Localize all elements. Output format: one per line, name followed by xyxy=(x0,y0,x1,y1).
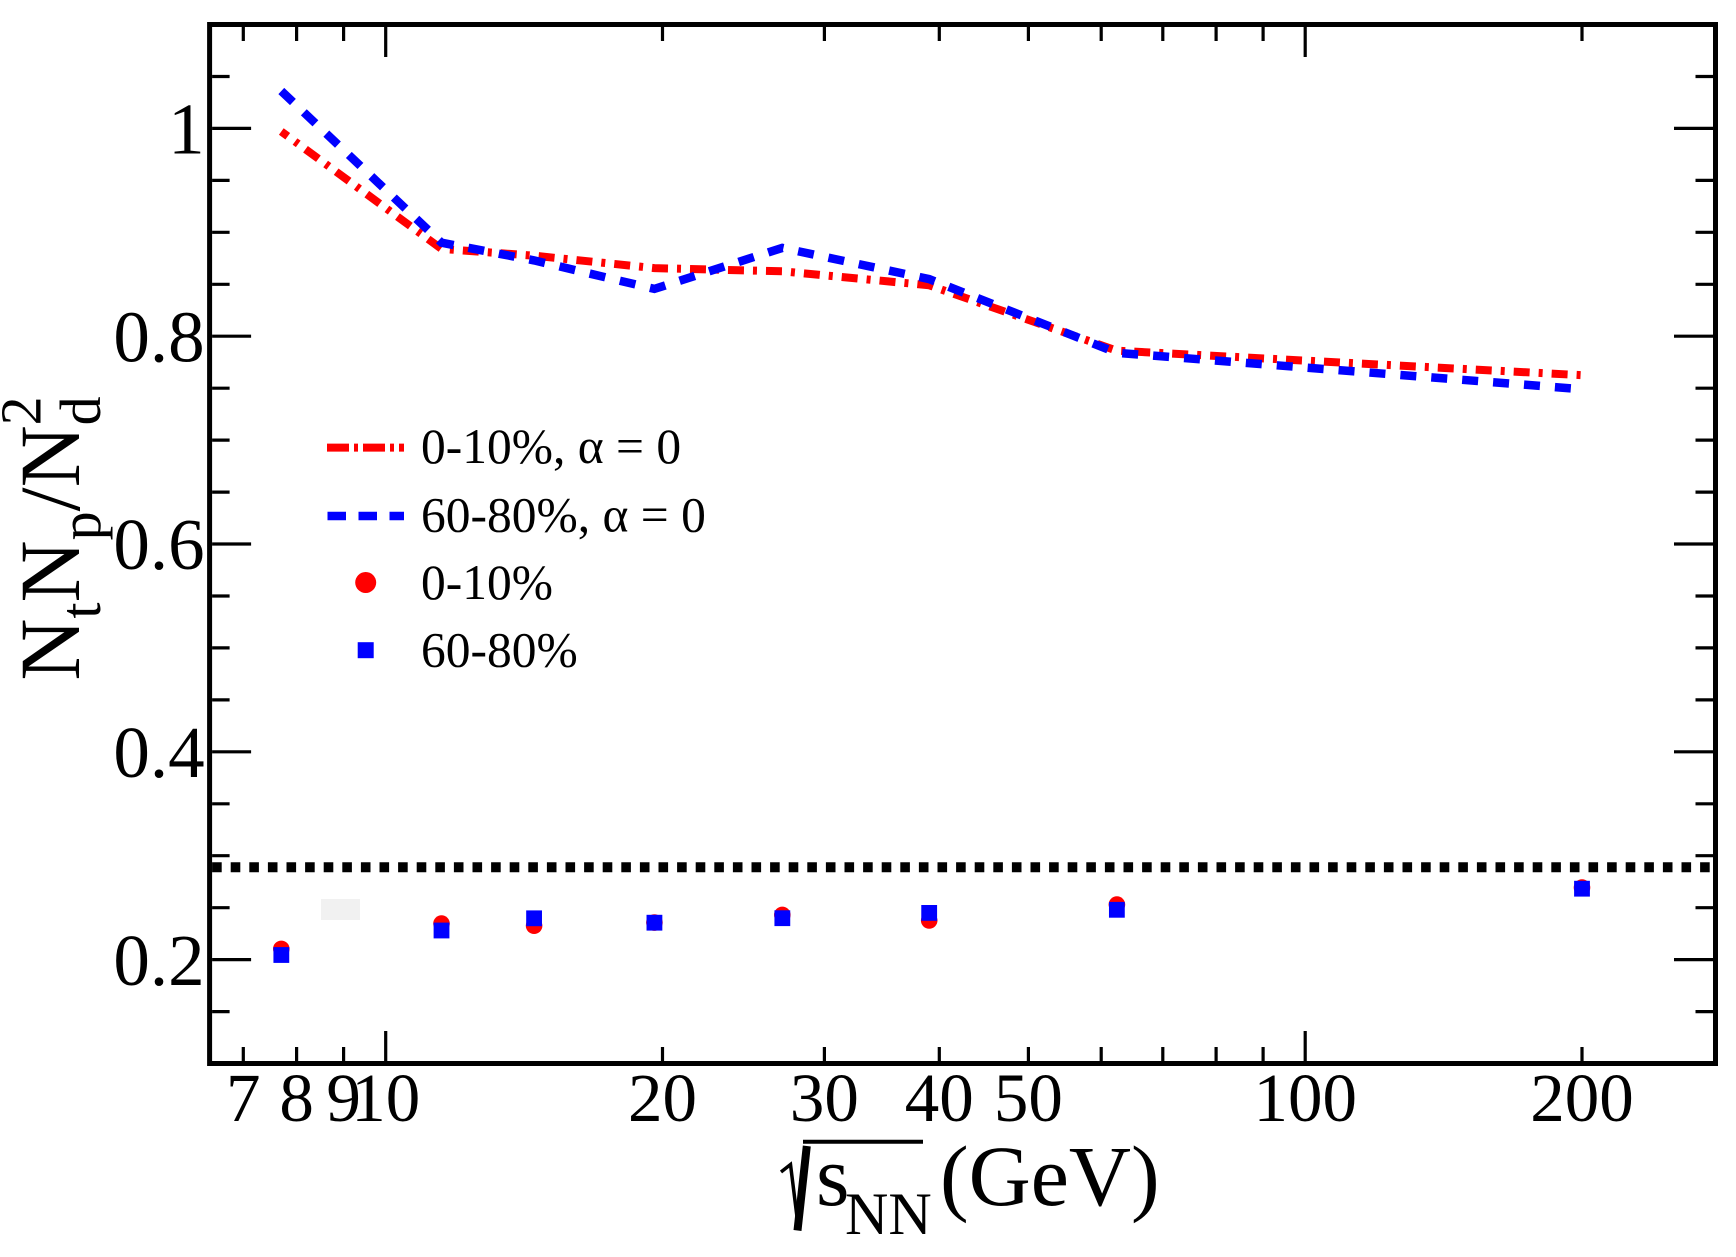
svg-text:NN: NN xyxy=(845,1181,932,1247)
svg-text:60-80%, α = 0: 60-80%, α = 0 xyxy=(421,488,706,543)
svg-text:NtNp/Nd2: NtNp/Nd2 xyxy=(0,396,113,680)
svg-text:200: 200 xyxy=(1530,1060,1634,1136)
svg-text:50: 50 xyxy=(994,1060,1063,1136)
svg-text:0.4: 0.4 xyxy=(113,712,204,793)
svg-text:20: 20 xyxy=(628,1060,697,1136)
svg-text:100: 100 xyxy=(1253,1060,1357,1136)
svg-text:0-10%: 0-10% xyxy=(421,555,553,610)
svg-text:8: 8 xyxy=(279,1060,314,1136)
svg-text:(GeV): (GeV) xyxy=(940,1128,1160,1224)
svg-text:0.8: 0.8 xyxy=(113,296,204,377)
svg-text:1: 1 xyxy=(168,89,205,170)
svg-text:30: 30 xyxy=(790,1060,859,1136)
svg-text:10: 10 xyxy=(351,1060,420,1136)
svg-text:40: 40 xyxy=(905,1060,974,1136)
svg-text:60-80%: 60-80% xyxy=(421,623,578,678)
svg-text:9: 9 xyxy=(326,1060,361,1136)
svg-text:0.6: 0.6 xyxy=(113,504,204,585)
svg-text:0.2: 0.2 xyxy=(113,920,204,1001)
svg-text:7: 7 xyxy=(226,1060,261,1136)
svg-text:s: s xyxy=(816,1128,849,1224)
svg-text:0-10%, α = 0: 0-10%, α = 0 xyxy=(421,419,681,474)
